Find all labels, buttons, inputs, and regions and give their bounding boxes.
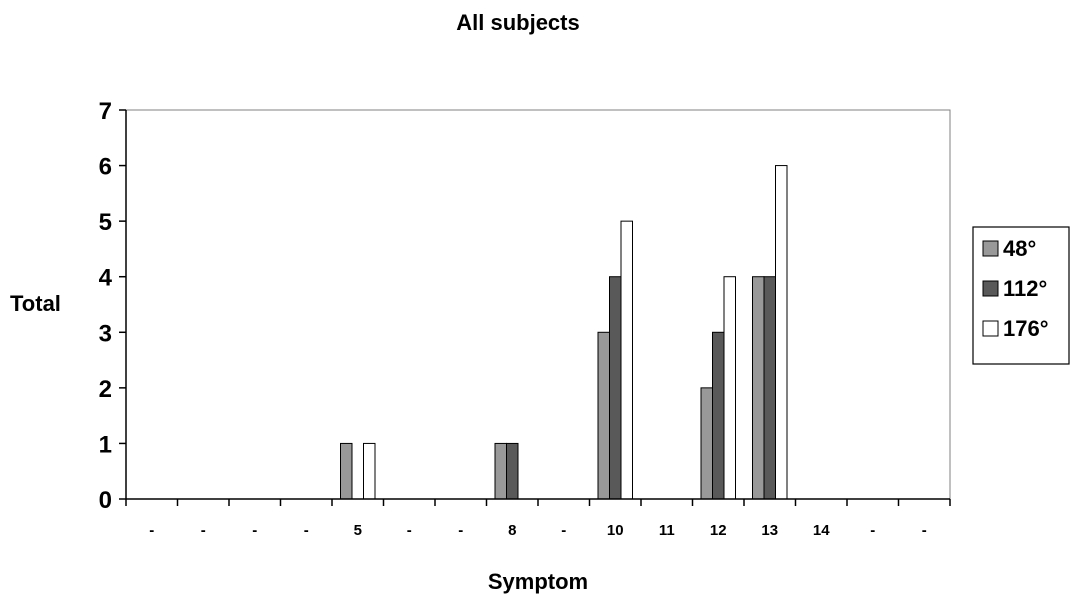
x-tick-label: 14 (813, 522, 830, 539)
x-axis-title: Symptom (488, 569, 588, 594)
bars (340, 165, 788, 500)
bar (597, 331, 610, 500)
x-tick-label: - (304, 522, 309, 539)
bar (723, 276, 736, 500)
bar (700, 387, 713, 500)
x-tick-label: 12 (710, 522, 727, 539)
chart-title: All subjects (456, 10, 579, 35)
bar (775, 165, 788, 500)
bar (340, 442, 353, 500)
bar (752, 276, 765, 500)
y-tick-label: 4 (99, 265, 113, 292)
legend-label: 112° (1003, 276, 1047, 301)
legend-swatch (982, 240, 999, 257)
plot-area (125, 109, 951, 500)
y-axis-ticks: 0 1 2 3 4 5 6 7 (99, 98, 126, 514)
bar (712, 331, 725, 500)
x-tick-label: - (149, 522, 154, 539)
x-tick-label: 10 (607, 522, 624, 539)
legend-label: 48° (1003, 236, 1036, 261)
y-tick-label: 5 (99, 209, 112, 236)
x-tick-label: - (870, 522, 875, 539)
x-tick-label: 5 (354, 522, 362, 539)
x-tick-label: - (407, 522, 412, 539)
x-tick-label: - (252, 522, 257, 539)
x-tick-label: 8 (508, 522, 516, 539)
y-axis-title: Total (10, 291, 61, 316)
x-axis-ticks: - - - - 5 - - 8 - 10 11 12 13 14 - - (125, 499, 951, 539)
bar (763, 276, 776, 500)
y-tick-label: 2 (99, 376, 112, 403)
x-tick-label: 11 (659, 522, 675, 539)
legend: 48° 112° 176° (972, 226, 1070, 365)
bar (506, 442, 519, 500)
y-tick-label: 6 (99, 154, 112, 181)
y-tick-label: 0 (99, 487, 112, 514)
y-tick-label: 7 (99, 98, 112, 125)
x-tick-label: 13 (761, 522, 778, 539)
x-tick-label: - (561, 522, 566, 539)
bar (363, 442, 376, 500)
bar (609, 276, 622, 500)
legend-label: 176° (1003, 316, 1049, 341)
legend-swatch (982, 320, 999, 337)
x-tick-label: - (201, 522, 206, 539)
legend-swatch (982, 280, 999, 297)
x-tick-label: - (458, 522, 463, 539)
bar (494, 442, 507, 500)
y-tick-label: 1 (99, 431, 112, 458)
bar (620, 220, 633, 500)
x-tick-label: - (922, 522, 927, 539)
y-tick-label: 3 (99, 320, 112, 347)
